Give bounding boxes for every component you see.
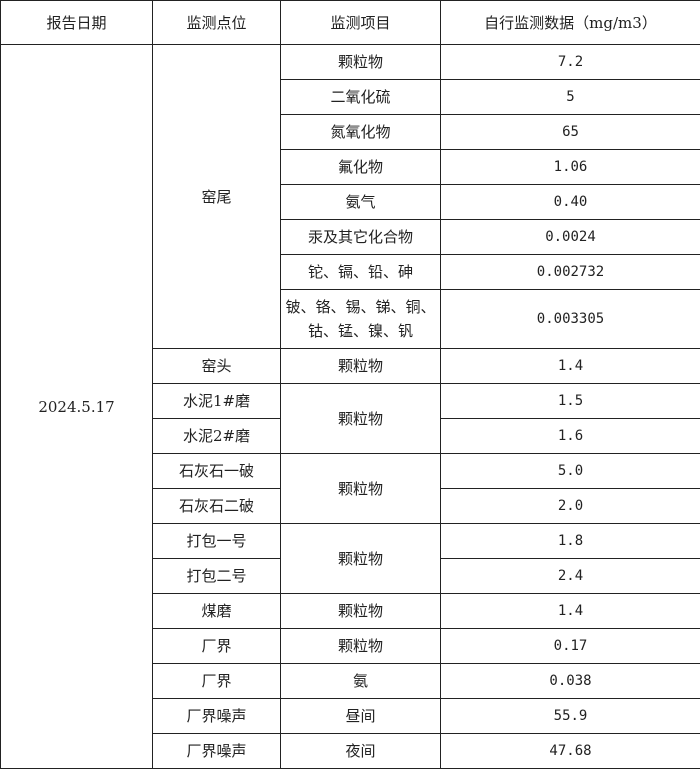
point-cell: 石灰石一破 bbox=[152, 453, 281, 489]
table-row: 汞及其它化合物 0.0024 bbox=[1, 219, 700, 255]
value-cell: 0.002732 bbox=[440, 254, 700, 290]
value-cell: 5 bbox=[440, 79, 700, 115]
item-cell: 颗粒物 bbox=[280, 453, 441, 524]
value-cell: 1.5 bbox=[440, 383, 700, 419]
item-cell: 氟化物 bbox=[280, 149, 441, 185]
table-row: 二氧化硫 5 bbox=[1, 79, 700, 115]
header-row: 报告日期 监测点位 监测项目 自行监测数据（mg/m3） bbox=[0, 0, 700, 45]
value-cell: 0.003305 bbox=[440, 289, 700, 349]
header-date: 报告日期 bbox=[0, 0, 153, 45]
value-cell: 2.4 bbox=[440, 558, 700, 594]
table-row: 厂界噪声 夜间 47.68 bbox=[1, 733, 700, 769]
table-row: 厂界 颗粒物 0.17 bbox=[1, 628, 700, 664]
point-cell: 厂界噪声 bbox=[152, 733, 281, 769]
table-row: 氟化物 1.06 bbox=[1, 149, 700, 185]
value-cell: 55.9 bbox=[440, 698, 700, 734]
table-row: 窑头 颗粒物 1.4 bbox=[1, 348, 700, 384]
item-cell: 铍、铬、锡、锑、铜、钴、锰、镍、钒 bbox=[280, 289, 441, 349]
item-cell: 颗粒物 bbox=[280, 383, 441, 454]
report-date: 2024.5.17 bbox=[0, 44, 153, 769]
point-cell: 打包一号 bbox=[152, 523, 281, 559]
item-cell: 颗粒物 bbox=[280, 348, 441, 384]
point-cell: 打包二号 bbox=[152, 558, 281, 594]
header-item: 监测项目 bbox=[280, 0, 441, 45]
point-cell: 水泥1#磨 bbox=[152, 383, 281, 419]
table-row: 水泥2#磨 1.6 bbox=[1, 418, 700, 454]
value-cell: 0.038 bbox=[440, 663, 700, 699]
table-row: 铊、镉、铅、砷 0.002732 bbox=[1, 254, 700, 290]
table-row: 2024.5.17 窑尾 颗粒物 7.2 bbox=[0, 44, 700, 769]
item-cell: 氮氧化物 bbox=[280, 114, 441, 150]
value-cell: 1.8 bbox=[440, 523, 700, 559]
value-cell: 7.2 bbox=[440, 44, 700, 80]
value-cell: 2.0 bbox=[440, 488, 700, 524]
value-cell: 0.0024 bbox=[440, 219, 700, 255]
point-cell: 厂界噪声 bbox=[152, 698, 281, 734]
value-cell: 1.06 bbox=[440, 149, 700, 185]
value-cell: 0.40 bbox=[440, 184, 700, 220]
item-cell: 氨 bbox=[280, 663, 441, 699]
header-data: 自行监测数据（mg/m3） bbox=[440, 0, 700, 45]
value-cell: 1.6 bbox=[440, 418, 700, 454]
point-cell: 煤磨 bbox=[152, 593, 281, 629]
item-cell: 铊、镉、铅、砷 bbox=[280, 254, 441, 290]
point-cell: 窑尾 bbox=[152, 44, 281, 349]
item-cell: 昼间 bbox=[280, 698, 441, 734]
table-row: 石灰石二破 2.0 bbox=[1, 488, 700, 524]
table-row: 石灰石一破 颗粒物 5.0 bbox=[1, 453, 700, 524]
table-row: 铍、铬、锡、锑、铜、钴、锰、镍、钒 0.003305 bbox=[1, 289, 700, 349]
value-cell: 1.4 bbox=[440, 593, 700, 629]
item-cell: 二氧化硫 bbox=[280, 79, 441, 115]
item-cell: 颗粒物 bbox=[280, 523, 441, 594]
item-cell: 颗粒物 bbox=[280, 44, 441, 80]
value-cell: 0.17 bbox=[440, 628, 700, 664]
point-cell: 厂界 bbox=[152, 663, 281, 699]
value-cell: 65 bbox=[440, 114, 700, 150]
value-cell: 1.4 bbox=[440, 348, 700, 384]
table-row: 厂界氨 0.038 bbox=[1, 663, 700, 699]
item-cell: 颗粒物 bbox=[280, 628, 441, 664]
value-cell: 47.68 bbox=[440, 733, 700, 769]
item-cell: 氨气 bbox=[280, 184, 441, 220]
table-row: 氨气 0.40 bbox=[1, 184, 700, 220]
item-cell: 汞及其它化合物 bbox=[280, 219, 441, 255]
item-cell: 夜间 bbox=[280, 733, 441, 769]
header-point: 监测点位 bbox=[152, 0, 281, 45]
point-cell: 窑头 bbox=[152, 348, 281, 384]
point-cell: 水泥2#磨 bbox=[152, 418, 281, 454]
point-cell: 厂界 bbox=[152, 628, 281, 664]
table-row: 打包二号 2.4 bbox=[1, 558, 700, 594]
item-cell: 颗粒物 bbox=[280, 593, 441, 629]
value-cell: 5.0 bbox=[440, 453, 700, 489]
point-cell: 石灰石二破 bbox=[152, 488, 281, 524]
